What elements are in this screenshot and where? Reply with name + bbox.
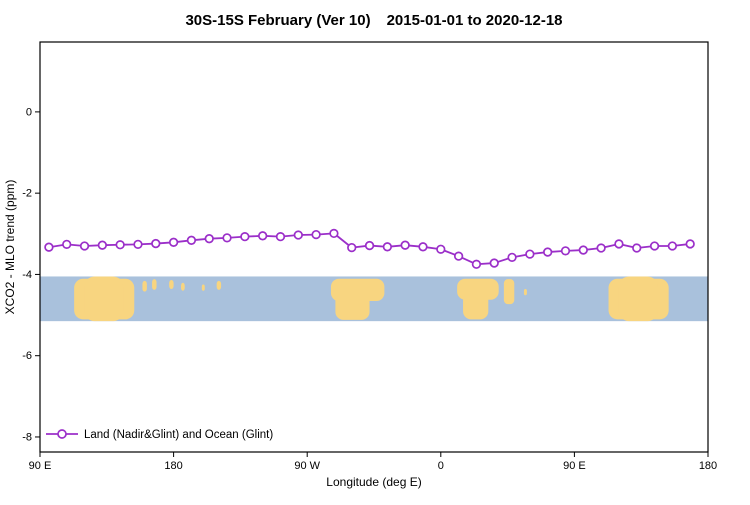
land-patch <box>181 282 185 291</box>
land-patch <box>618 276 658 322</box>
land-patch <box>84 276 124 322</box>
data-point-marker <box>44 242 54 252</box>
legend-label: Land (Nadir&Glint) and Ocean (Glint) <box>84 429 273 441</box>
x-tick-label: 0 <box>438 460 444 472</box>
data-point-marker <box>418 242 428 252</box>
data-point-marker <box>311 229 321 240</box>
data-point-marker <box>115 240 125 250</box>
data-point-marker <box>507 252 517 263</box>
data-point-marker <box>436 244 446 254</box>
land-patch <box>201 284 205 291</box>
data-point-marker <box>97 240 107 250</box>
data-point-marker <box>489 258 499 268</box>
data-point-marker <box>614 239 624 249</box>
land-patch <box>463 289 489 320</box>
data-point-marker <box>578 245 588 255</box>
data-point-marker <box>632 243 642 253</box>
y-tick-label: -2 <box>22 188 32 200</box>
x-tick-label: 90 W <box>294 460 320 472</box>
data-point-marker <box>685 239 695 249</box>
y-tick-label: -6 <box>22 350 32 362</box>
data-point-marker <box>151 238 161 249</box>
x-tick-label: 90 E <box>563 460 586 472</box>
data-point-marker <box>79 241 90 251</box>
land-patch <box>503 279 515 305</box>
data-point-marker <box>293 230 303 240</box>
land-patch <box>335 292 370 320</box>
x-tick-label: 180 <box>164 460 182 472</box>
data-series-layer <box>44 228 695 269</box>
y-tick-label: -4 <box>22 269 32 281</box>
data-point-marker <box>275 231 286 242</box>
data-point-marker <box>186 235 197 245</box>
x-tick-label: 180 <box>699 460 717 472</box>
land-patch <box>523 288 527 296</box>
data-point-marker <box>560 246 571 256</box>
data-point-marker <box>596 243 606 253</box>
land-patch <box>169 280 174 289</box>
data-point-marker <box>347 242 357 253</box>
data-point-marker <box>400 240 410 250</box>
data-point-marker <box>471 259 482 269</box>
chart-title: 30S-15S February (Ver 10) 2015-01-01 to 2… <box>185 12 562 29</box>
legend-marker <box>57 429 67 439</box>
x-tick-label: 90 E <box>29 460 52 472</box>
data-point-marker <box>364 240 375 251</box>
land-ocean-map-band <box>40 276 708 322</box>
data-point-marker <box>240 231 250 242</box>
land-patch <box>142 280 147 292</box>
axes: 90 E 180 90 W 0 90 E 180 0 -2 -4 -6 -8 <box>22 106 717 472</box>
y-axis-label: XCO2 - MLO trend (ppm) <box>3 180 17 315</box>
data-point-marker <box>62 239 72 250</box>
data-point-marker <box>204 234 214 244</box>
data-point-marker <box>543 247 553 257</box>
data-point-marker <box>453 251 464 261</box>
x-axis-label: Longitude (deg E) <box>326 475 421 489</box>
data-point-marker <box>667 241 678 251</box>
data-point-marker <box>382 242 393 252</box>
y-tick-label: 0 <box>26 106 32 118</box>
y-tick-label: -8 <box>22 431 32 443</box>
data-point-marker <box>258 231 268 241</box>
legend: Land (Nadir&Glint) and Ocean (Glint) <box>46 429 273 441</box>
data-point-marker <box>329 228 339 239</box>
land-patch <box>216 280 222 290</box>
data-point-marker <box>525 249 535 259</box>
data-point-marker <box>133 239 143 250</box>
data-point-marker <box>168 237 179 247</box>
plot-border <box>39 41 709 453</box>
data-point-marker <box>649 241 660 251</box>
data-point-marker <box>222 233 232 243</box>
land-patch <box>152 279 157 290</box>
